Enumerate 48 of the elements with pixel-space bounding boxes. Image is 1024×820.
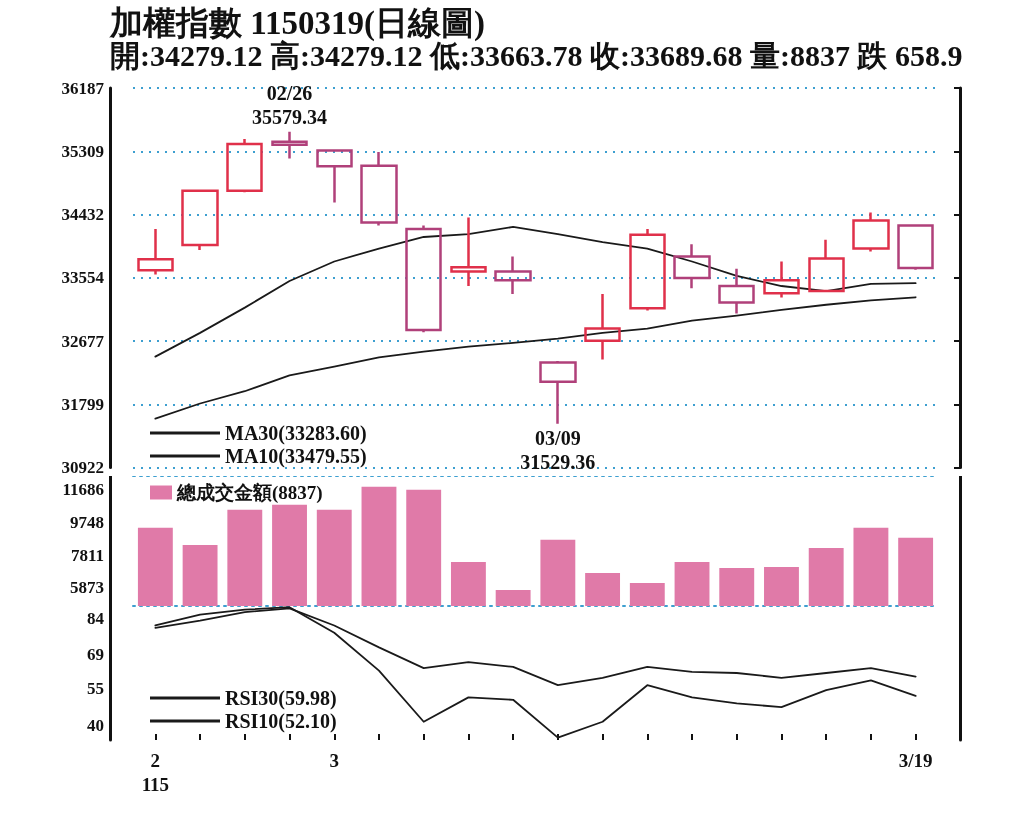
- x-tick-label: 3/19: [898, 749, 933, 771]
- candlestick: [360, 150, 398, 227]
- candlestick: [584, 292, 621, 361]
- chart-title: 加權指數 1150319(日線圖): [109, 4, 485, 42]
- candlestick: [897, 224, 934, 272]
- candlestick: [494, 255, 532, 296]
- candlestick: [181, 188, 219, 252]
- y-tick-label: 36187: [61, 78, 105, 98]
- legend-label: 總成交金額(8837): [176, 482, 323, 504]
- candlestick: [450, 216, 487, 288]
- candlestick: [718, 267, 755, 315]
- y-tick-label: 40: [87, 715, 104, 735]
- x-tick-label: 3: [329, 749, 339, 771]
- annotation: 35579.34: [252, 105, 328, 128]
- y-tick-label: 9748: [70, 512, 104, 532]
- line-series: [154, 296, 917, 420]
- candlestick: [539, 359, 577, 425]
- y-tick-label: 69: [87, 645, 104, 665]
- candlestick: [808, 238, 845, 293]
- candlestick: [405, 224, 442, 334]
- legend-label: MA10(33479.55): [225, 445, 367, 468]
- annotation: 02/26: [266, 81, 313, 104]
- annotation: 31529.36: [520, 450, 596, 473]
- candlestick: [137, 227, 174, 276]
- candlestick: [316, 148, 353, 204]
- candlestick: [629, 227, 666, 312]
- y-tick-label: 35309: [61, 141, 104, 161]
- candlestick: [271, 130, 308, 160]
- y-tick-label: 7811: [70, 545, 104, 565]
- y-tick-label: 34432: [61, 205, 104, 224]
- legend-label: RSI30(59.98): [225, 687, 337, 710]
- x-tick-label: 2 115: [141, 749, 170, 795]
- candlestick: [226, 137, 263, 194]
- annotation: 03/09: [535, 426, 581, 449]
- y-tick-label: 32677: [61, 331, 105, 351]
- legend-label: MA30(33283.60): [225, 422, 367, 445]
- y-tick-label: 84: [87, 608, 105, 628]
- candlestick: [673, 242, 711, 290]
- line-series: [154, 226, 917, 358]
- y-tick-label: 5873: [70, 578, 104, 598]
- candlestick: [852, 211, 890, 253]
- y-tick-label: 11686: [62, 480, 104, 500]
- y-tick-label: 30922: [61, 458, 104, 477]
- legend-label: RSI10(52.10): [225, 710, 337, 733]
- candlestick: [763, 260, 800, 299]
- y-tick-label: 55: [87, 679, 104, 699]
- y-tick-label: 31799: [61, 394, 104, 414]
- y-tick-label: 33554: [61, 268, 105, 288]
